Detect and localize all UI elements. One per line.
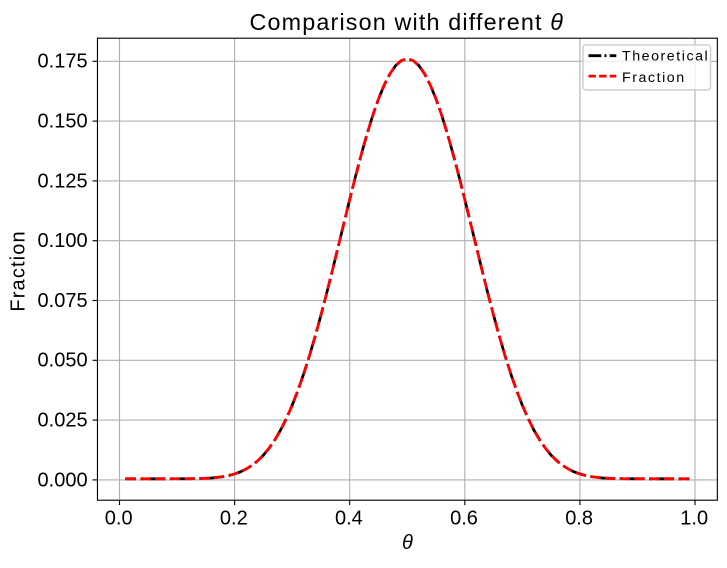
svg-text:0.025: 0.025: [38, 410, 88, 432]
svg-text:0.2: 0.2: [220, 507, 248, 529]
svg-text:0.050: 0.050: [38, 350, 88, 372]
svg-text:1.0: 1.0: [680, 507, 708, 529]
svg-text:θ: θ: [402, 532, 413, 554]
svg-text:0.075: 0.075: [38, 290, 88, 312]
svg-text:Theoretical: Theoretical: [622, 49, 709, 65]
svg-text:0.125: 0.125: [38, 170, 88, 192]
svg-text:0.175: 0.175: [38, 51, 88, 73]
svg-text:0.6: 0.6: [450, 507, 478, 529]
svg-text:0.000: 0.000: [38, 469, 88, 491]
svg-text:0.8: 0.8: [565, 507, 593, 529]
svg-text:0.100: 0.100: [38, 230, 88, 252]
svg-text:0.150: 0.150: [38, 111, 88, 133]
svg-text:0.4: 0.4: [335, 507, 363, 529]
svg-text:Fraction: Fraction: [8, 230, 30, 311]
svg-text:Comparison with different θ: Comparison with different θ: [250, 9, 565, 35]
svg-text:0.0: 0.0: [105, 507, 133, 529]
svg-text:Fraction: Fraction: [622, 70, 686, 86]
